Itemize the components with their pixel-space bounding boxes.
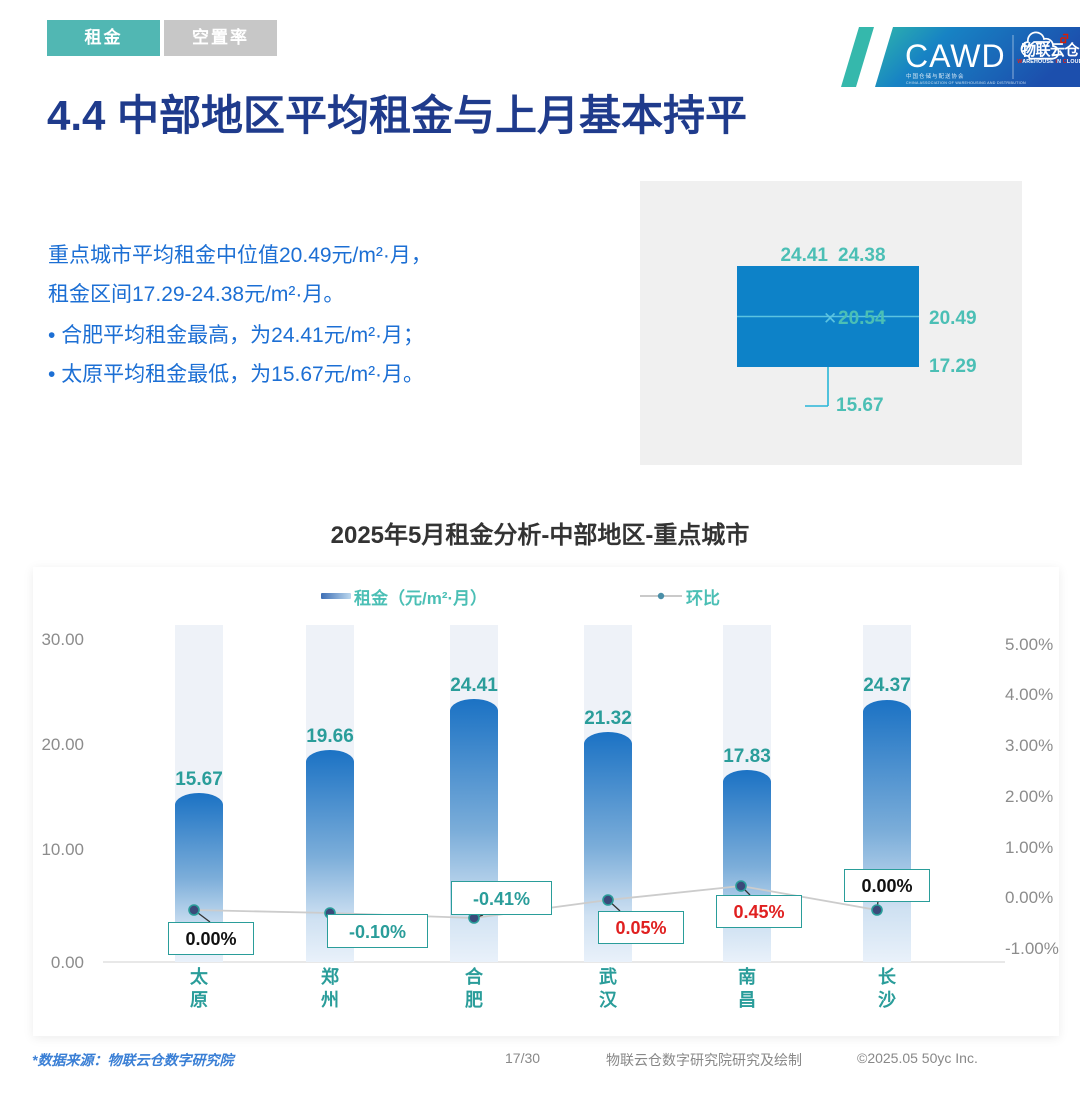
- svg-text:30.00: 30.00: [41, 630, 84, 649]
- svg-text:太: 太: [190, 966, 209, 987]
- svg-text:南: 南: [738, 966, 756, 987]
- svg-text:长: 长: [878, 967, 897, 987]
- svg-text:0.00%: 0.00%: [1005, 888, 1053, 907]
- svg-text:24.37: 24.37: [863, 675, 911, 696]
- svg-text:15.67: 15.67: [175, 769, 223, 790]
- svg-text:-1.00%: -1.00%: [1005, 939, 1059, 958]
- svg-text:17.83: 17.83: [723, 746, 771, 767]
- svg-text:3.00%: 3.00%: [1005, 736, 1053, 755]
- svg-text:21.32: 21.32: [584, 708, 632, 729]
- svg-text:合: 合: [465, 966, 484, 987]
- svg-text:0.00: 0.00: [51, 953, 84, 972]
- svg-text:24.41: 24.41: [450, 675, 498, 696]
- svg-text:4.00%: 4.00%: [1005, 685, 1053, 704]
- svg-text:20.00: 20.00: [41, 735, 84, 754]
- svg-text:原: 原: [190, 990, 208, 1010]
- svg-text:2.00%: 2.00%: [1005, 787, 1053, 806]
- svg-text:19.66: 19.66: [306, 726, 354, 747]
- svg-text:郑: 郑: [321, 966, 339, 987]
- svg-text:肥: 肥: [464, 990, 483, 1010]
- svg-text:1.00%: 1.00%: [1005, 838, 1053, 857]
- svg-text:武: 武: [599, 967, 617, 987]
- svg-text:10.00: 10.00: [41, 840, 84, 859]
- svg-text:5.00%: 5.00%: [1005, 635, 1053, 654]
- svg-text:州: 州: [320, 990, 339, 1010]
- svg-text:沙: 沙: [878, 990, 896, 1010]
- svg-text:昌: 昌: [738, 990, 756, 1010]
- svg-text:汉: 汉: [599, 990, 618, 1010]
